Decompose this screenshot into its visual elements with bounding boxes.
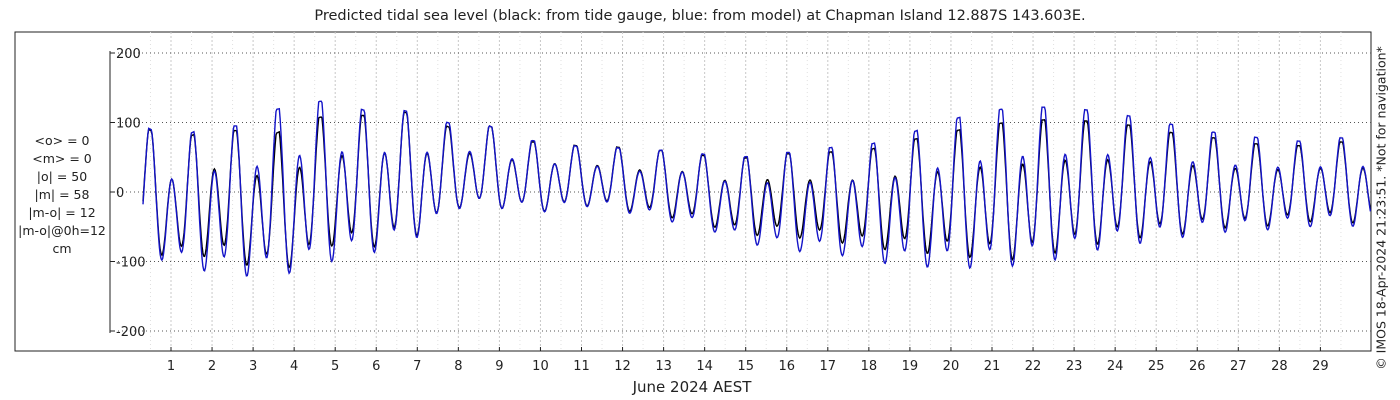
x-tick-label: 20 (943, 359, 960, 374)
x-tick-label: 17 (820, 359, 837, 374)
x-tick-label: 18 (861, 359, 878, 374)
x-tick-label: 12 (614, 359, 631, 374)
x-tick-label: 6 (372, 359, 380, 374)
x-tick-label: 23 (1066, 359, 1083, 374)
statistics-panel: <o> = 0 <m> = 0 |o| = 50 |m| = 58 |m-o| … (0, 132, 124, 258)
stat-mean-obs: <o> = 0 (34, 133, 90, 148)
x-tick-label: 11 (573, 359, 590, 374)
x-tick-label: 7 (413, 359, 421, 374)
x-tick-label: 13 (655, 359, 672, 374)
x-tick-label: 25 (1148, 359, 1165, 374)
x-tick-label: 10 (532, 359, 549, 374)
x-tick-label: 24 (1107, 359, 1124, 374)
stat-abs-obs: |o| = 50 (36, 169, 88, 184)
y-tick-label: 0 (116, 186, 124, 201)
series-model-line (142, 100, 1372, 277)
stat-abs-model: |m| = 58 (34, 187, 90, 202)
stat-abs-diff: |m-o| = 12 (28, 205, 96, 220)
x-tick-label: 15 (737, 359, 754, 374)
x-tick-label: 8 (454, 359, 462, 374)
y-tick-label: 200 (116, 47, 141, 62)
x-tick-label: 9 (495, 359, 503, 374)
y-tick-label: -200 (116, 325, 146, 340)
y-tick-label: 100 (116, 117, 141, 132)
x-tick-label: 19 (902, 359, 919, 374)
x-tick-label: 14 (696, 359, 713, 374)
x-tick-label: 4 (290, 359, 298, 374)
x-tick-label: 27 (1230, 359, 1247, 374)
x-tick-label: 2 (208, 359, 216, 374)
stat-abs-diff-0h: |m-o|@0h=12 (18, 223, 106, 238)
y-tick-label: -100 (116, 256, 146, 271)
stat-mean-model: <m> = 0 (32, 151, 92, 166)
x-axis-label: June 2024 AEST (632, 378, 753, 396)
x-tick-label: 21 (984, 359, 1001, 374)
x-tick-label: 29 (1312, 359, 1329, 374)
x-tick-label: 16 (778, 359, 795, 374)
x-tick-label: 5 (331, 359, 339, 374)
x-tick-label: 26 (1189, 359, 1206, 374)
chart-title: Predicted tidal sea level (black: from t… (314, 8, 1086, 24)
stat-units: cm (52, 241, 72, 256)
x-tick-label: 3 (249, 359, 257, 374)
x-tick-label: 28 (1271, 359, 1288, 374)
x-tick-label: 1 (167, 359, 175, 374)
x-tick-label: 22 (1025, 359, 1042, 374)
